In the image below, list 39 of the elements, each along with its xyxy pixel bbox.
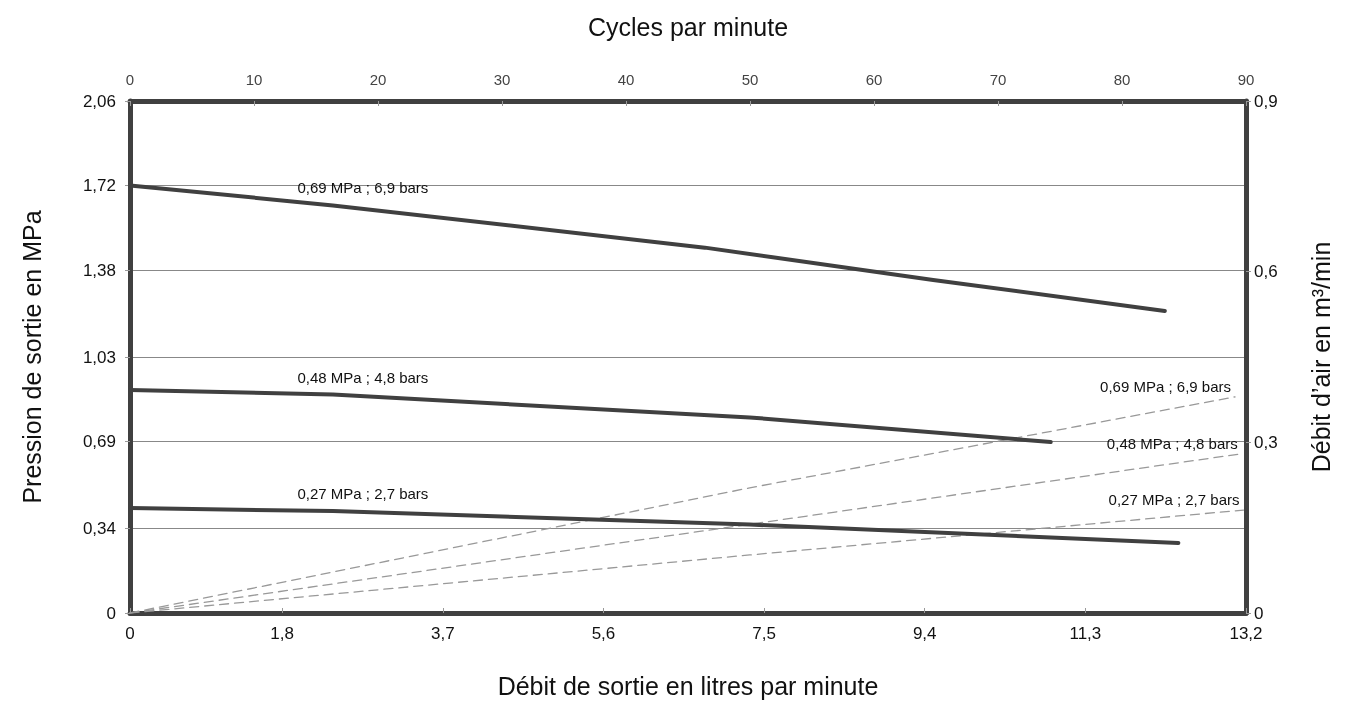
x2-tick-label: 60 bbox=[865, 71, 883, 88]
y2-tick-label: 0,3 bbox=[1254, 432, 1278, 452]
y-tick-label: 2,06 bbox=[82, 91, 116, 111]
y-axis-title: Pression de sortie en MPa bbox=[17, 210, 46, 504]
y2-tick-label: 0,9 bbox=[1254, 91, 1278, 111]
series-label: 0,69 MPa ; 6,9 bars bbox=[1100, 377, 1232, 395]
x-tick-label: 7,5 bbox=[752, 624, 776, 643]
x-tick-label: 5,6 bbox=[591, 624, 616, 643]
x2-tick-label: 0 bbox=[125, 71, 135, 88]
y-tick-label: 0 bbox=[106, 603, 116, 623]
x2-tick-label: 10 bbox=[245, 71, 263, 88]
x2-tick-label: 90 bbox=[1237, 71, 1255, 88]
x2-tick-label: 70 bbox=[989, 71, 1007, 88]
y-tick-label: 0,69 bbox=[82, 432, 116, 451]
x2-tick-label: 20 bbox=[369, 71, 387, 88]
series-label: 0,48 MPa ; 4,8 bars bbox=[1106, 434, 1238, 452]
x2-tick-label: 30 bbox=[493, 71, 511, 88]
x-tick-label: 0 bbox=[125, 624, 135, 643]
y-tick-label: 1,03 bbox=[82, 347, 116, 367]
x2-tick-label: 50 bbox=[741, 71, 759, 88]
x-tick-label: 3,7 bbox=[431, 624, 455, 643]
y2-tick-label: 0 bbox=[1254, 603, 1264, 623]
series-label: 0,27 MPa ; 2,7 bars bbox=[1108, 491, 1240, 509]
x-tick-label: 13,2 bbox=[1229, 624, 1263, 643]
x-axis-title: Débit de sortie en litres par minute bbox=[497, 671, 879, 700]
series-label: 0,48 MPa ; 4,8 bars bbox=[297, 368, 429, 386]
x-tick-label: 9,4 bbox=[912, 624, 937, 643]
x-tick-label: 1,8 bbox=[270, 624, 294, 643]
x2-tick-label: 80 bbox=[1113, 71, 1131, 88]
x-tick-label: 11,3 bbox=[1069, 624, 1102, 643]
x2-tick-label: 40 bbox=[617, 71, 635, 88]
series-label: 0,27 MPa ; 2,7 bars bbox=[297, 485, 429, 503]
y2-axis-title: Débit d’air en m³/min bbox=[1306, 241, 1335, 473]
y-tick-label: 0,34 bbox=[82, 519, 116, 538]
y2-tick-label: 0,6 bbox=[1254, 262, 1278, 282]
series-label: 0,69 MPa ; 6,9 bars bbox=[297, 179, 429, 197]
y-tick-label: 1,72 bbox=[82, 176, 116, 195]
y-tick-label: 1,38 bbox=[82, 260, 116, 280]
x2-axis-title: Cycles par minute bbox=[587, 12, 789, 41]
